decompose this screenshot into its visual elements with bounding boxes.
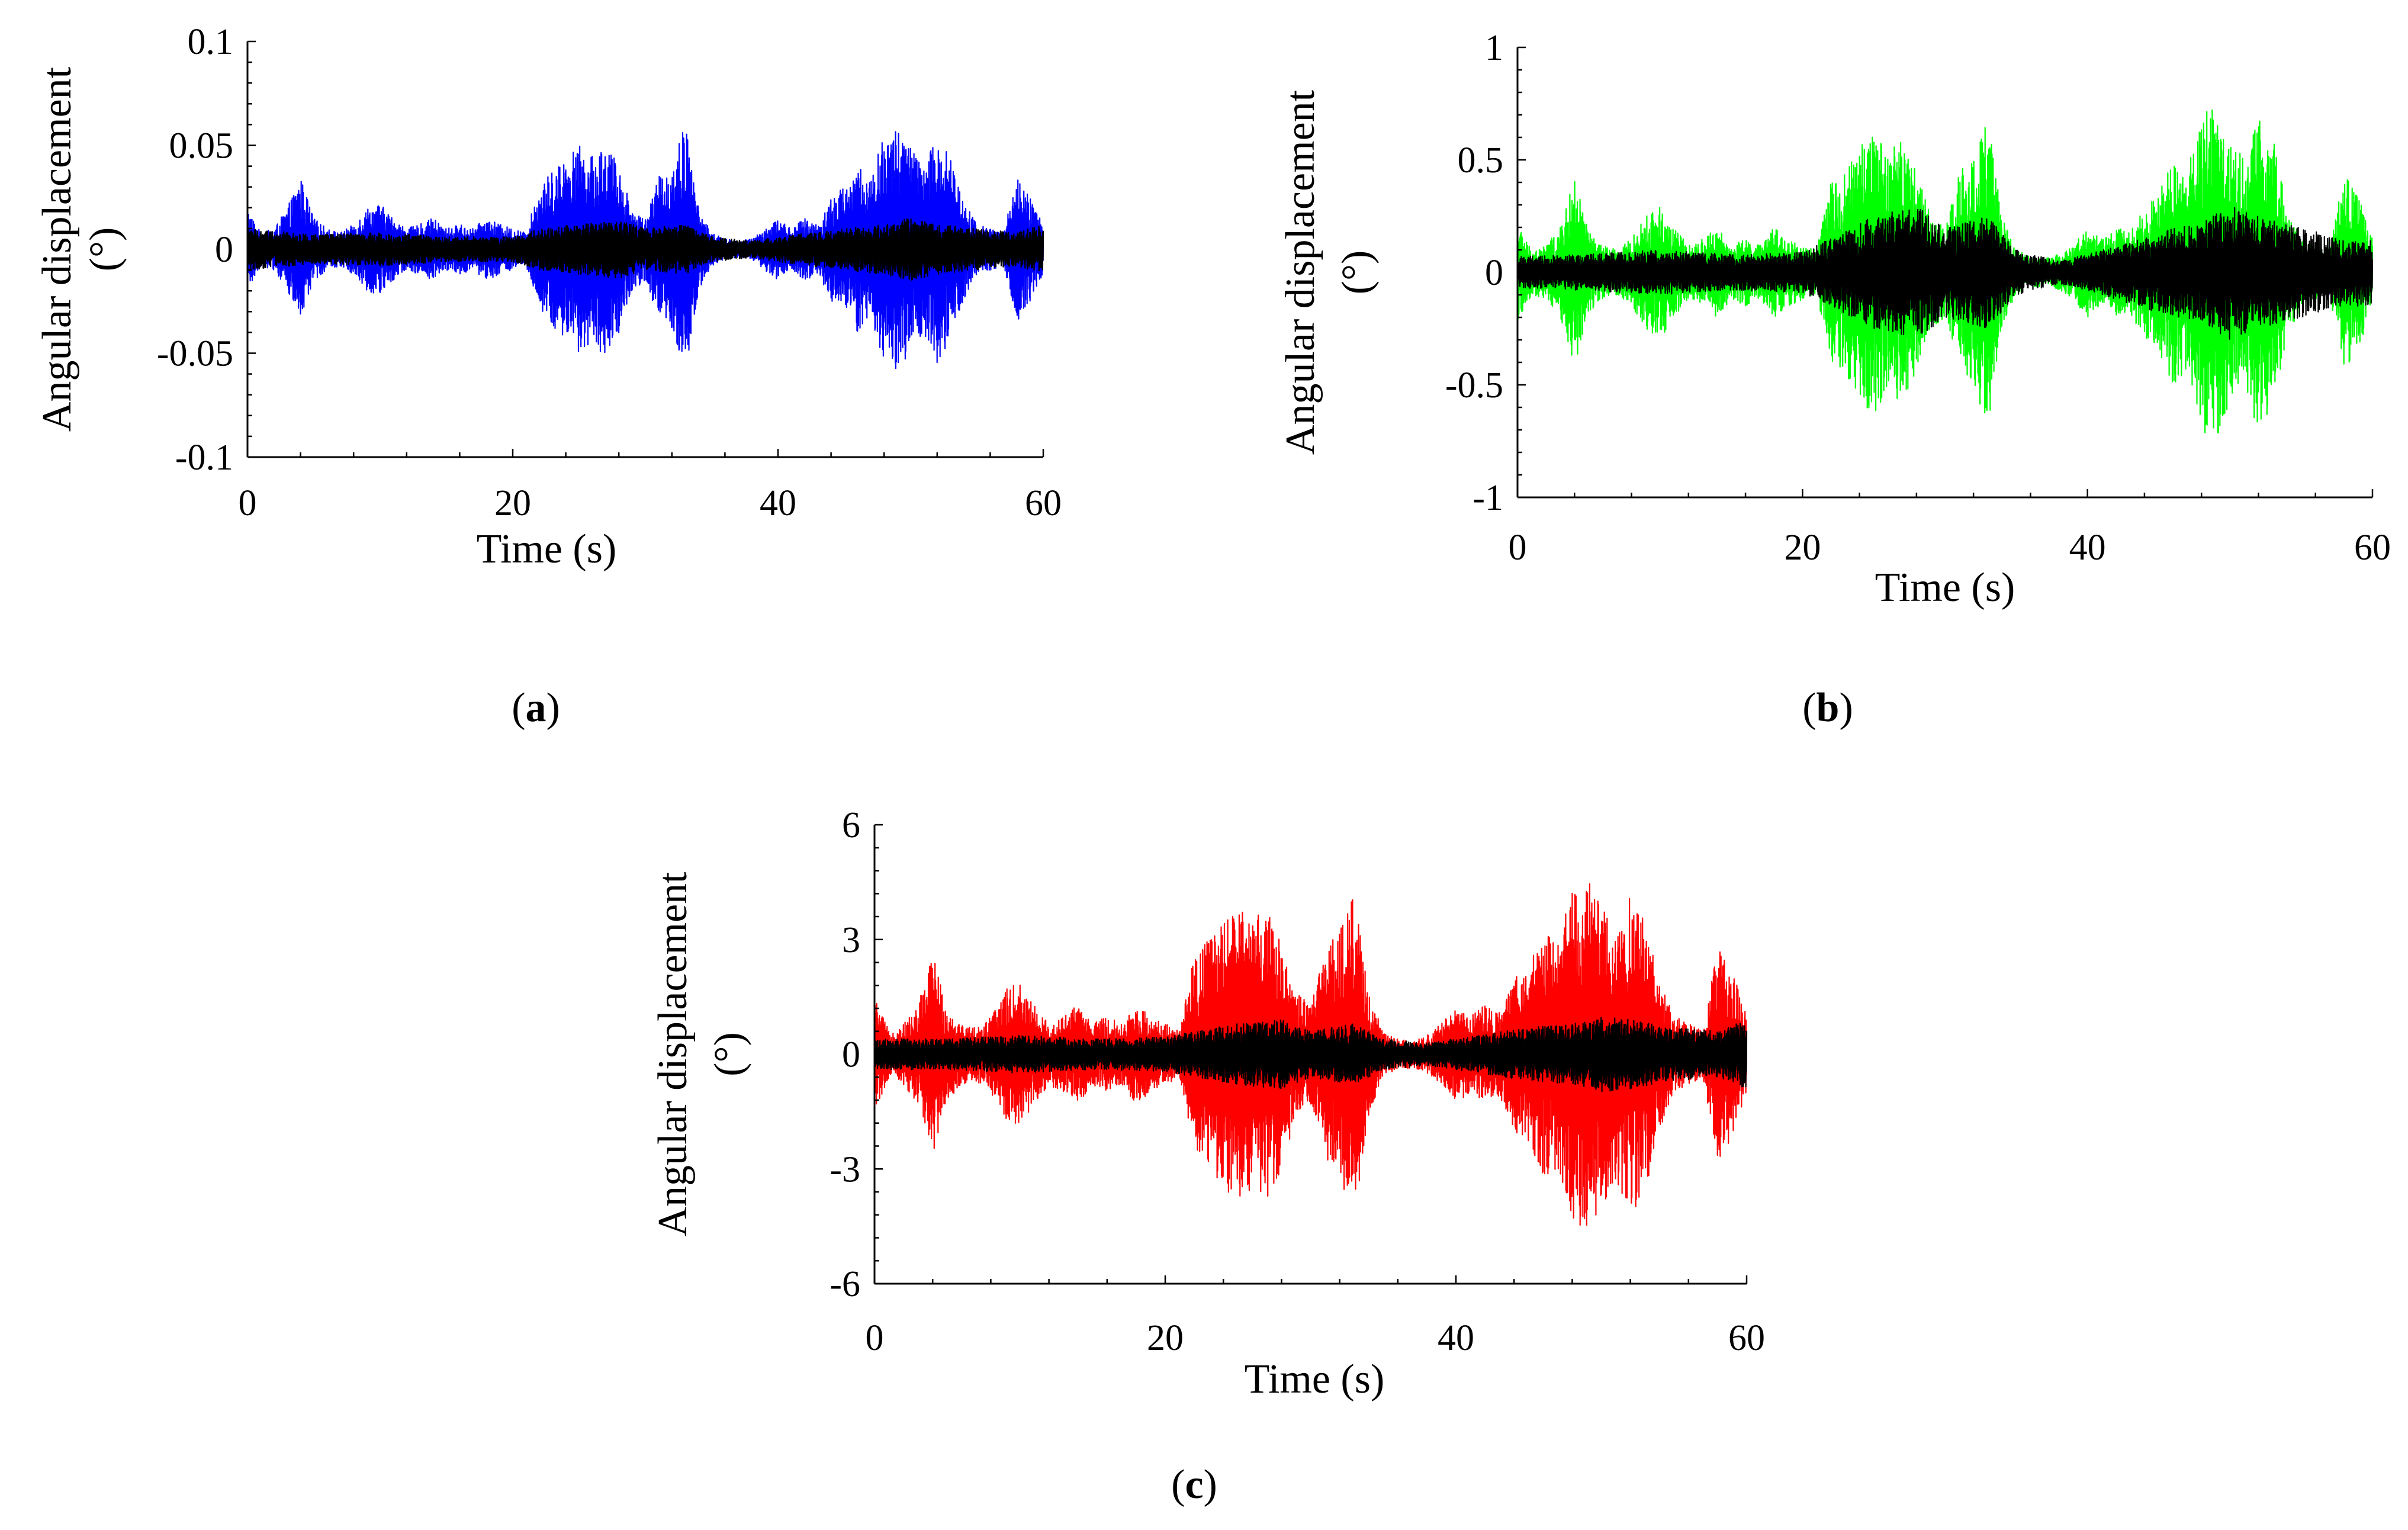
x-tick-labels-b: 0 20 40 60	[1509, 528, 2391, 568]
y-axis-unit-b: (°)	[1334, 250, 1380, 295]
y-tick-labels-c: -6 -3 0 3 6	[830, 805, 860, 1304]
axes-layer-c	[873, 824, 1748, 1285]
x-tick-label: 60	[1025, 483, 1062, 523]
y-tick-label: 0.05	[169, 126, 234, 166]
y-axis-unit-c: (°)	[706, 1032, 752, 1076]
x-tick-label: 0	[866, 1318, 884, 1358]
chart-panel-a: 0 20 40 60 -0.1 -0.05 0 0.05 0.1 Time (s…	[34, 22, 1062, 731]
x-axis-title-a: Time (s)	[477, 526, 617, 572]
y-tick-label: -0.1	[175, 438, 233, 478]
x-tick-labels-c: 0 20 40 60	[866, 1318, 1766, 1358]
x-tick-label: 40	[760, 483, 796, 523]
y-tick-label: -1	[1473, 478, 1503, 518]
y-axis-title-a: Angular displacement	[34, 66, 80, 432]
y-tick-label: -6	[830, 1264, 860, 1304]
x-tick-labels-a: 0 20 40 60	[239, 483, 1062, 523]
panel-caption-letter-a: a	[526, 685, 546, 731]
series-reference-line	[246, 218, 1044, 281]
y-tick-label: 0.1	[188, 22, 234, 62]
x-tick-label: 20	[1784, 528, 1821, 568]
series-layer-c	[873, 883, 1748, 1226]
y-axis-title-b: Angular displacement	[1278, 89, 1323, 455]
y-tick-label: 3	[842, 920, 860, 960]
y-tick-label: 0	[1485, 253, 1503, 293]
series-layer-a	[246, 131, 1044, 369]
axes-layer-b	[1516, 46, 2374, 499]
y-tick-label: -3	[830, 1149, 860, 1190]
panel-caption-a: (a)	[512, 685, 560, 731]
x-tick-label: 40	[2069, 528, 2106, 568]
x-tick-label: 20	[494, 483, 531, 523]
panel-caption-c: (c)	[1171, 1462, 1217, 1507]
y-tick-labels-a: -0.1 -0.05 0 0.05 0.1	[157, 22, 233, 478]
series-reference-line	[1516, 207, 2374, 340]
x-tick-label: 60	[2354, 528, 2391, 568]
y-tick-label: -0.05	[157, 334, 233, 374]
y-tick-labels-b: -1 -0.5 0 0.5 1	[1445, 28, 1503, 518]
y-tick-label: 0	[215, 230, 233, 270]
panel-caption-letter-b: b	[1817, 685, 1840, 731]
x-axis-title-c: Time (s)	[1245, 1357, 1385, 1402]
y-tick-label: 1	[1485, 28, 1503, 68]
series-reference-line	[873, 1017, 1748, 1092]
chart-panel-c: 0 20 40 60 -6 -3 0 3 6 Time (s) Angular …	[650, 805, 1765, 1507]
y-axis-title-c: Angular displacement	[650, 872, 696, 1237]
y-tick-label: -0.5	[1445, 365, 1503, 406]
x-tick-label: 40	[1438, 1318, 1474, 1358]
y-axis-unit-a: (°)	[82, 227, 127, 272]
panel-caption-letter-c: c	[1185, 1462, 1203, 1507]
axes-layer-a	[246, 40, 1044, 458]
y-tick-label: 0	[842, 1035, 860, 1075]
x-tick-label: 0	[1509, 528, 1527, 568]
x-tick-label: 60	[1728, 1318, 1765, 1358]
chart-panel-b: 0 20 40 60 -1 -0.5 0 0.5 1 Time (s) Angu…	[1278, 28, 2391, 731]
y-tick-label: 6	[842, 805, 860, 846]
y-tick-label: 0.5	[1458, 140, 1504, 181]
panel-caption-b: (b)	[1802, 685, 1853, 731]
x-tick-label: 0	[239, 483, 257, 523]
x-axis-title-b: Time (s)	[1875, 565, 2015, 610]
series-layer-b	[1516, 109, 2374, 433]
x-tick-label: 20	[1147, 1318, 1184, 1358]
